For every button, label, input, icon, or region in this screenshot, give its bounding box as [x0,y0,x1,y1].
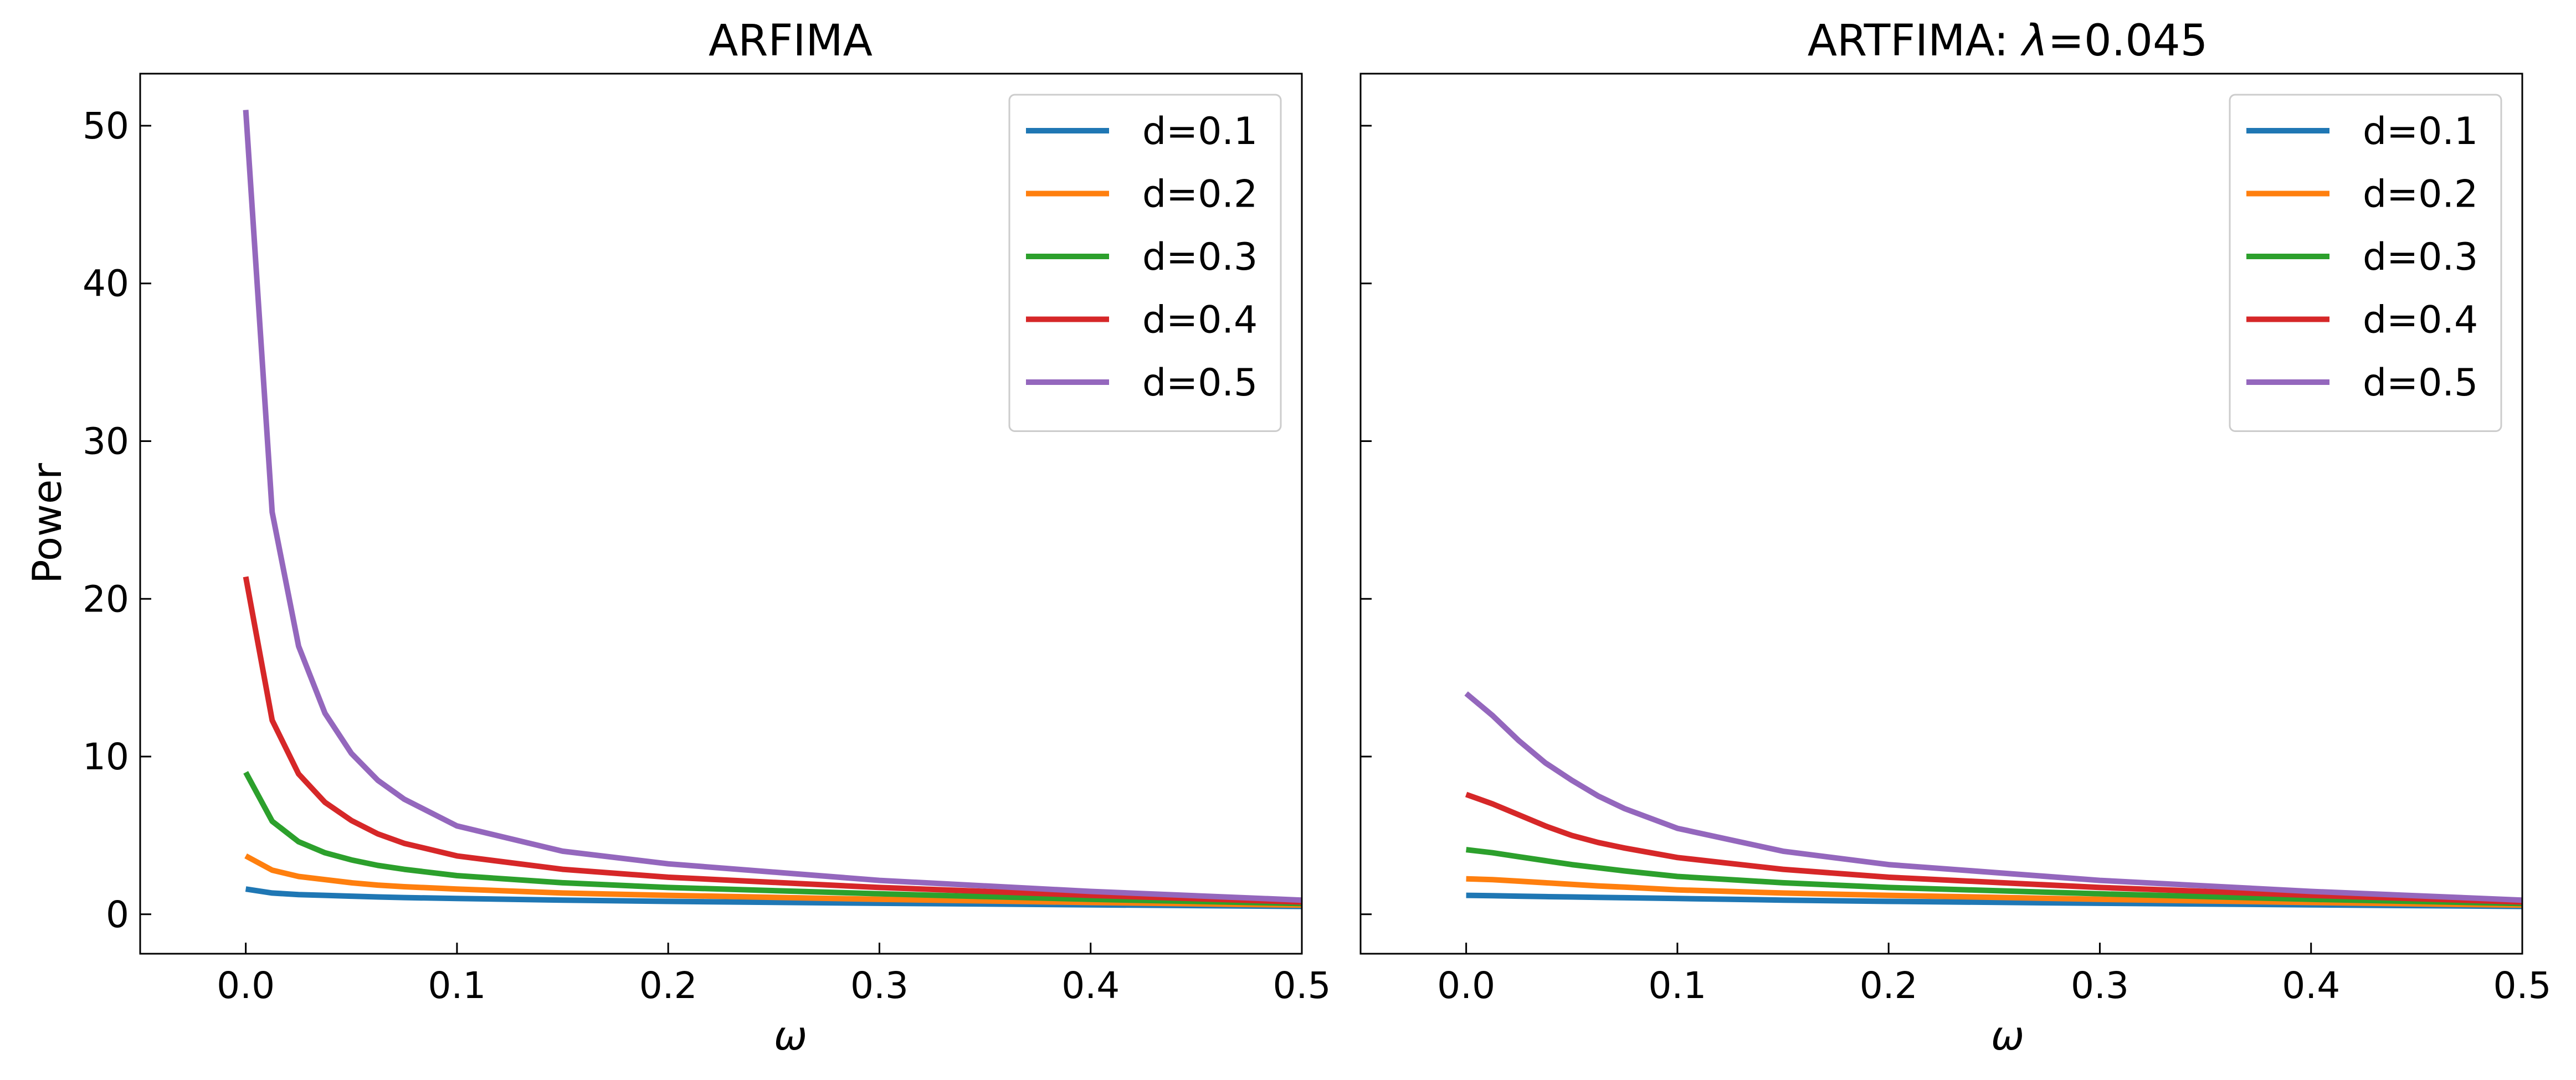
artfima-legend-label: d=0.5 [2363,361,2478,405]
artfima-title-text: ARTFIMA: [1808,16,2023,66]
artfima-plot-area: 0.0 0.1 0.2 0.3 0.4 0.5d=0.1d=0.2d=0.3d=0.4d=… [1359,73,2552,1007]
arfima-legend-label: d=0.3 [1142,235,1258,279]
arfima-y-tick-label: 50 [83,105,129,147]
arfima-y-axis-label: Power [24,463,70,584]
arfima-legend-box [1008,94,1282,432]
artfima-legend-label: d=0.1 [2363,110,2478,153]
artfima-x-tick-label: 0.2 [1860,964,1918,1007]
artfima-x-tick-label: 0.1 [1648,964,1706,1007]
arfima-x-tick-label: 0.5 [1273,964,1331,1007]
artfima-axes-frame [1359,73,2523,955]
artfima-legend-label: d=0.4 [2363,299,2478,342]
arfima-y-tick-label: 20 [83,578,129,620]
arfima-x-tick-label: 0.2 [639,964,697,1007]
arfima-x-tick-label: 0.3 [850,964,909,1007]
artfima-x-axis-label: ω [1991,1012,2024,1059]
artfima-panel: ARTFIMA: λ=0.045 0.0 0.1 0.2 0.3 0.4 0.5 d=0.1… [1359,16,2552,1059]
artfima-series-line-d-0-2 [1466,876,2522,908]
arfima-panel: ARFIMA 0.0 0.1 0.2 0.3 0.4 0.5 0 10 20 30 40 50 d=0.… [24,16,1331,1059]
arfima-series-line-d-0-5 [243,110,1302,903]
arfima-legend: d=0.1 d=0.2 d=0.3 d=0.4 d=0.5 [1008,94,1282,432]
artfima-series-line-d-0-1 [1466,892,2522,909]
artfima-x-tick-label: 0.5 [2493,964,2552,1007]
arfima-y-tick-label: 0 [106,893,129,936]
arfima-x-tick-label: 0.1 [428,964,486,1007]
arfima-x-tick-label: 0.4 [1061,964,1120,1007]
arfima-series-line-d-0-4 [243,576,1302,905]
arfima-x-axis-label: ω [774,1012,807,1059]
arfima-legend-label: d=0.1 [1142,110,1258,153]
arfima-x-tick-label: 0.0 [217,964,275,1007]
artfima-legend-label: d=0.2 [2363,173,2478,217]
arfima-title: ARFIMA [709,16,873,66]
arfima-series-group [243,110,1302,909]
arfima-y-tick-label: 40 [83,263,129,305]
artfima-legend-label: d=0.3 [2363,235,2478,279]
arfima-series-line-d-0-2 [244,853,1302,908]
arfima-y-tick-label: 30 [83,420,129,463]
artfima-title-lambda: λ [2020,16,2048,66]
artfima-legend: d=0.1 d=0.2 d=0.3 d=0.4 d=0.5 [2229,94,2502,432]
artfima-title-value: =0.045 [2048,16,2208,66]
artfima-series-line-d-0-5 [1464,691,2522,903]
artfima-series-group [1464,691,2522,909]
arfima-legend-label: d=0.5 [1142,361,1258,405]
artfima-x-tick-label: 0.0 [1437,964,1495,1007]
artfima-x-tick-label: 0.4 [2282,964,2340,1007]
arfima-legend-label: d=0.2 [1142,173,1258,217]
arfima-axes-frame [139,73,1303,955]
artfima-series-line-d-0-3 [1466,847,2522,907]
arfima-legend-label: d=0.4 [1142,299,1258,342]
artfima-legend-box [2229,94,2502,432]
arfima-series-line-d-0-1 [245,886,1302,909]
arfima-series-line-d-0-3 [243,771,1302,907]
artfima-series-line-d-0-4 [1465,791,2522,905]
arfima-y-tick-label: 10 [83,736,129,778]
artfima-x-tick-label: 0.3 [2071,964,2129,1007]
artfima-title: ARTFIMA: λ=0.045 [1808,16,2208,66]
